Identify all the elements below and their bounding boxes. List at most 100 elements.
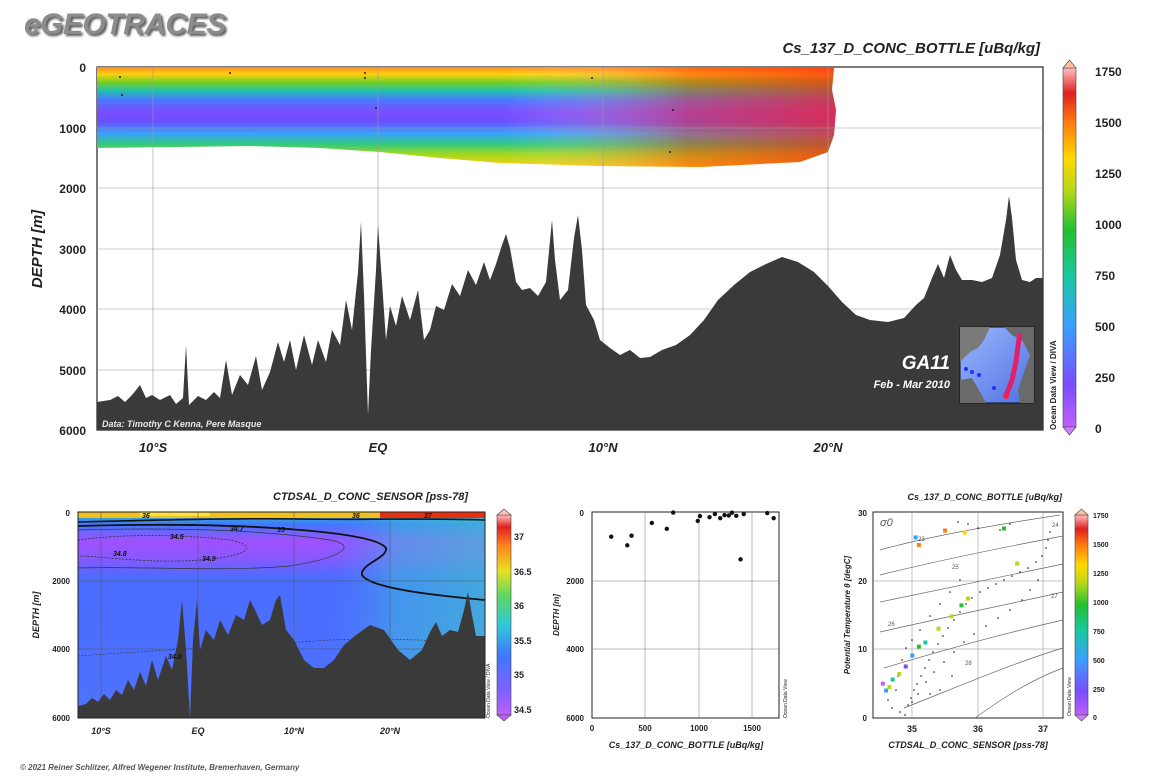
footer-credit: © 2021 Reiner Schlitzer, Alfred Wegener … <box>20 763 300 772</box>
inset-map <box>959 326 1035 404</box>
ts-ytick: 10 <box>858 645 867 654</box>
sal-xtick: 10°N <box>284 726 305 736</box>
scatter-ytick: 6000 <box>566 714 584 723</box>
ts-point <box>880 681 885 686</box>
ts-title: Cs_137_D_CONC_BOTTLE [uBq/kg] <box>907 492 1063 502</box>
density-contour-label: 23 <box>918 537 925 543</box>
main-xtick: 10°N <box>588 440 618 455</box>
sal-xtick: 10°S <box>91 726 111 736</box>
main-ytick: 0 <box>79 61 86 75</box>
sal-ytick: 0 <box>66 509 71 518</box>
scatter-point <box>734 513 739 518</box>
main-colorbar: 1750 1500 1250 1000 750 500 250 0 Ocean … <box>1049 59 1122 436</box>
ts-x-ticks: 35 36 37 <box>907 724 1048 734</box>
main-cbar-tick: 750 <box>1095 269 1115 283</box>
ts-point <box>966 596 970 601</box>
salinity-colorbar: 37 36.5 36 35.5 35 34.5 Ocean Data View … <box>486 508 532 722</box>
main-sample-dots <box>119 72 674 153</box>
density-contour-label: 24 <box>1052 523 1059 529</box>
sal-cbar-tick: 36.5 <box>514 567 532 577</box>
ts-ytick: 30 <box>858 509 867 518</box>
scatter-point <box>609 534 614 539</box>
contour-label: 34.5 <box>170 534 184 541</box>
contour-label: 37 <box>424 513 433 520</box>
density-contour-label: 28 <box>965 661 972 667</box>
density-labels: σ0 23 24 25 26 27 28 <box>880 517 1059 667</box>
density-contour-label: 27 <box>1051 594 1058 600</box>
ts-ctd-cloud <box>887 521 1051 716</box>
contour-label: 36 <box>352 513 360 520</box>
ts-point <box>887 685 892 690</box>
salinity-frame <box>77 511 486 719</box>
scatter-xtick: 1500 <box>743 724 761 733</box>
scatter-point <box>629 533 634 538</box>
main-ytick: 4000 <box>59 303 86 317</box>
salinity-section-plot: CTDSAL_D_CONC_SENSOR [pss-78] <box>31 491 532 736</box>
main-ytick: 5000 <box>59 364 86 378</box>
ts-y-ticks: 0 10 20 30 <box>858 509 867 723</box>
scatter-frame <box>591 511 780 719</box>
density-contour-label: 25 <box>952 565 959 571</box>
scatter-point <box>664 526 669 532</box>
scatter-ytick: 4000 <box>566 645 584 654</box>
ts-point <box>916 644 921 649</box>
ts-cbar-tick: 0 <box>1093 715 1097 722</box>
ts-cbar-tick: 750 <box>1093 629 1105 636</box>
scatter-point <box>765 510 770 516</box>
scatter-y-ticks: 0 2000 4000 6000 <box>566 509 584 723</box>
scatter-xtick: 0 <box>590 724 595 733</box>
scatter-point <box>625 543 630 548</box>
seafloor <box>97 196 1043 430</box>
ts-ylabel: Potential Temperature θ [degC] <box>843 555 852 674</box>
main-cbar-tick: 1000 <box>1095 218 1122 232</box>
ts-point <box>897 672 902 677</box>
contour-label: 34.8 <box>168 654 182 661</box>
ts-cbar-tick: 1250 <box>1093 571 1109 578</box>
ts-point <box>1015 561 1020 566</box>
scatter-point <box>738 557 743 562</box>
scatter-point <box>671 510 676 515</box>
main-xtick: EQ <box>369 440 388 455</box>
ts-ytick: 20 <box>858 577 867 586</box>
main-title: Cs_137_D_CONC_BOTTLE [uBq/kg] <box>782 40 1041 57</box>
depth-scatter-plot: 0 2000 4000 6000 0 500 1000 1500 DEPTH [… <box>552 509 789 750</box>
sal-ytick: 6000 <box>52 714 70 723</box>
ts-xtick: 37 <box>1038 724 1048 734</box>
scatter-point <box>771 515 776 521</box>
main-cbar-label: Ocean Data View / DIVA <box>1049 340 1058 430</box>
salinity-x-ticks: 10°S EQ 10°N 20°N <box>91 726 400 736</box>
main-x-ticks: 10°S EQ 10°N 20°N <box>139 440 843 455</box>
main-ytick: 3000 <box>59 243 86 257</box>
scatter-point <box>695 518 700 524</box>
salinity-y-ticks: 0 2000 4000 6000 <box>52 509 70 723</box>
main-cbar-tick: 1500 <box>1095 116 1122 130</box>
ts-cbar-label: Ocean Data View <box>1067 677 1073 716</box>
sal-cbar-tick: 35 <box>514 670 524 680</box>
salinity-title: CTDSAL_D_CONC_SENSOR [pss-78] <box>273 491 468 503</box>
scatter-xtick: 500 <box>638 724 652 733</box>
scatter-xtick: 1000 <box>690 724 708 733</box>
salinity-ylabel: DEPTH [m] <box>31 590 41 638</box>
ts-point <box>916 542 921 547</box>
ts-point <box>962 530 967 535</box>
sal-cbar-tick: 34.5 <box>514 705 532 715</box>
sal-cbar-tick: 36 <box>514 601 524 611</box>
ts-xtick: 35 <box>907 724 917 734</box>
ts-point <box>936 626 941 631</box>
ts-point <box>959 603 964 608</box>
scatter-point <box>712 511 718 517</box>
main-ytick: 6000 <box>59 424 86 438</box>
main-cbar-tick: 1250 <box>1095 167 1122 181</box>
sal-cbar-tick: 35.5 <box>514 636 532 646</box>
sal-xtick: EQ <box>191 726 204 736</box>
main-section-plot: Cs_137_D_CONC_BOTTLE [uBq/kg] <box>29 40 1044 455</box>
scatter-xlabel: Cs_137_D_CONC_BOTTLE [uBq/kg] <box>609 740 765 750</box>
scatter-points <box>609 510 776 562</box>
cs137-field-overlay <box>97 67 836 167</box>
scatter-point <box>707 514 712 520</box>
ts-point <box>949 614 954 619</box>
sal-cbar-tick: 37 <box>514 532 524 542</box>
ts-point <box>890 677 895 682</box>
contour-label: 34.7 <box>230 526 245 533</box>
